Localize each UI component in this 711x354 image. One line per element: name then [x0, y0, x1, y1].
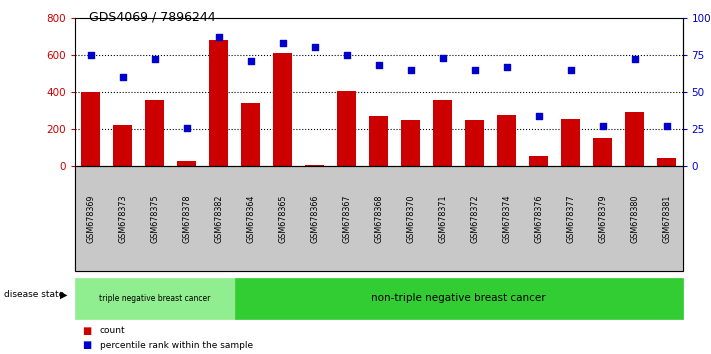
Point — [213, 34, 225, 40]
Point — [309, 45, 320, 50]
Point — [597, 124, 609, 129]
Text: GSM678372: GSM678372 — [470, 194, 479, 243]
Point — [149, 57, 160, 62]
Text: GSM678365: GSM678365 — [278, 194, 287, 243]
Text: GSM678368: GSM678368 — [374, 194, 383, 243]
Point — [373, 62, 384, 68]
Bar — [561, 119, 580, 166]
Bar — [401, 120, 420, 166]
Text: GSM678373: GSM678373 — [118, 194, 127, 243]
Point — [501, 64, 512, 70]
Text: ■: ■ — [82, 340, 91, 350]
Point — [629, 57, 640, 62]
Point — [277, 40, 288, 46]
Point — [85, 52, 97, 58]
Text: GSM678376: GSM678376 — [534, 194, 543, 243]
Text: GSM678380: GSM678380 — [630, 194, 639, 243]
Point — [661, 124, 673, 129]
Point — [117, 74, 129, 80]
Text: GSM678371: GSM678371 — [438, 194, 447, 243]
Bar — [241, 103, 260, 166]
Text: ■: ■ — [82, 326, 91, 336]
Bar — [497, 115, 516, 166]
Bar — [369, 116, 388, 166]
Bar — [593, 138, 612, 166]
Text: GSM678364: GSM678364 — [246, 194, 255, 243]
Bar — [209, 40, 228, 166]
Bar — [465, 120, 484, 166]
Text: GSM678379: GSM678379 — [598, 194, 607, 243]
Text: GSM678370: GSM678370 — [406, 194, 415, 243]
Point — [437, 55, 448, 61]
Point — [405, 67, 417, 73]
Text: GSM678367: GSM678367 — [342, 194, 351, 243]
Text: count: count — [100, 326, 125, 336]
Text: GSM678377: GSM678377 — [566, 194, 575, 243]
Text: GSM678369: GSM678369 — [86, 194, 95, 243]
Text: GSM678378: GSM678378 — [182, 194, 191, 243]
Text: GSM678381: GSM678381 — [662, 194, 671, 243]
Bar — [305, 165, 324, 166]
Text: triple negative breast cancer: triple negative breast cancer — [99, 294, 210, 303]
Text: ▶: ▶ — [60, 290, 68, 300]
Text: disease state: disease state — [4, 290, 64, 299]
Text: GSM678382: GSM678382 — [214, 194, 223, 243]
Text: GSM678366: GSM678366 — [310, 194, 319, 243]
Bar — [273, 53, 292, 166]
Bar — [433, 101, 452, 166]
Text: non-triple negative breast cancer: non-triple negative breast cancer — [371, 293, 546, 303]
Bar — [177, 161, 196, 166]
Text: percentile rank within the sample: percentile rank within the sample — [100, 341, 252, 350]
Bar — [113, 126, 132, 166]
Text: GSM678374: GSM678374 — [502, 194, 511, 243]
Point — [245, 58, 256, 64]
Point — [565, 67, 576, 73]
Point — [341, 52, 352, 58]
Bar — [625, 112, 644, 166]
Bar — [81, 92, 100, 166]
Point — [181, 125, 192, 131]
Bar — [657, 158, 676, 166]
Point — [469, 67, 481, 73]
Bar — [529, 156, 548, 166]
Text: GSM678375: GSM678375 — [150, 194, 159, 243]
Point — [533, 113, 545, 119]
Text: GDS4069 / 7896244: GDS4069 / 7896244 — [89, 11, 215, 24]
Bar — [337, 91, 356, 166]
Bar — [145, 101, 164, 166]
